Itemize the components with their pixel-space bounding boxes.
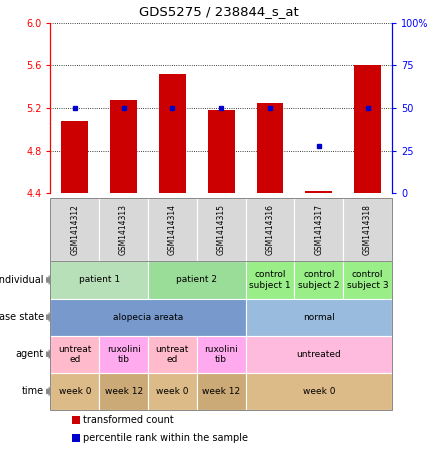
- Bar: [257, 103, 283, 193]
- Text: GSM1414317: GSM1414317: [314, 204, 323, 255]
- Text: normal: normal: [303, 313, 335, 322]
- Text: untreated: untreated: [297, 350, 341, 359]
- Text: ruxolini
tib: ruxolini tib: [204, 345, 238, 364]
- Text: GSM1414314: GSM1414314: [168, 204, 177, 255]
- Text: GSM1414313: GSM1414313: [119, 204, 128, 255]
- Text: untreat
ed: untreat ed: [58, 345, 92, 364]
- Text: patient 1: patient 1: [78, 275, 120, 284]
- Text: GDS5275 / 238844_s_at: GDS5275 / 238844_s_at: [139, 5, 299, 18]
- Text: control
subject 1: control subject 1: [249, 270, 291, 289]
- Text: untreat
ed: untreat ed: [155, 345, 189, 364]
- Text: individual: individual: [0, 275, 44, 285]
- Text: time: time: [21, 386, 44, 396]
- Text: week 12: week 12: [105, 387, 143, 396]
- Text: control
subject 3: control subject 3: [347, 270, 389, 289]
- Text: patient 2: patient 2: [176, 275, 217, 284]
- Text: percentile rank within the sample: percentile rank within the sample: [83, 433, 248, 443]
- Text: week 0: week 0: [156, 387, 189, 396]
- Text: GSM1414312: GSM1414312: [70, 204, 79, 255]
- Text: disease state: disease state: [0, 312, 44, 322]
- Text: agent: agent: [16, 349, 44, 359]
- Text: transformed count: transformed count: [83, 415, 174, 425]
- Text: GSM1414316: GSM1414316: [265, 204, 275, 255]
- Bar: [354, 65, 381, 193]
- Text: alopecia areata: alopecia areata: [113, 313, 183, 322]
- Text: week 12: week 12: [202, 387, 240, 396]
- Bar: [110, 100, 137, 193]
- Bar: [159, 74, 186, 193]
- Bar: [208, 110, 235, 193]
- Text: ruxolini
tib: ruxolini tib: [107, 345, 141, 364]
- Bar: [305, 191, 332, 193]
- Bar: [61, 121, 88, 193]
- Text: week 0: week 0: [59, 387, 91, 396]
- Text: GSM1414318: GSM1414318: [363, 204, 372, 255]
- Text: GSM1414315: GSM1414315: [217, 204, 226, 255]
- Text: control
subject 2: control subject 2: [298, 270, 339, 289]
- Text: week 0: week 0: [303, 387, 335, 396]
